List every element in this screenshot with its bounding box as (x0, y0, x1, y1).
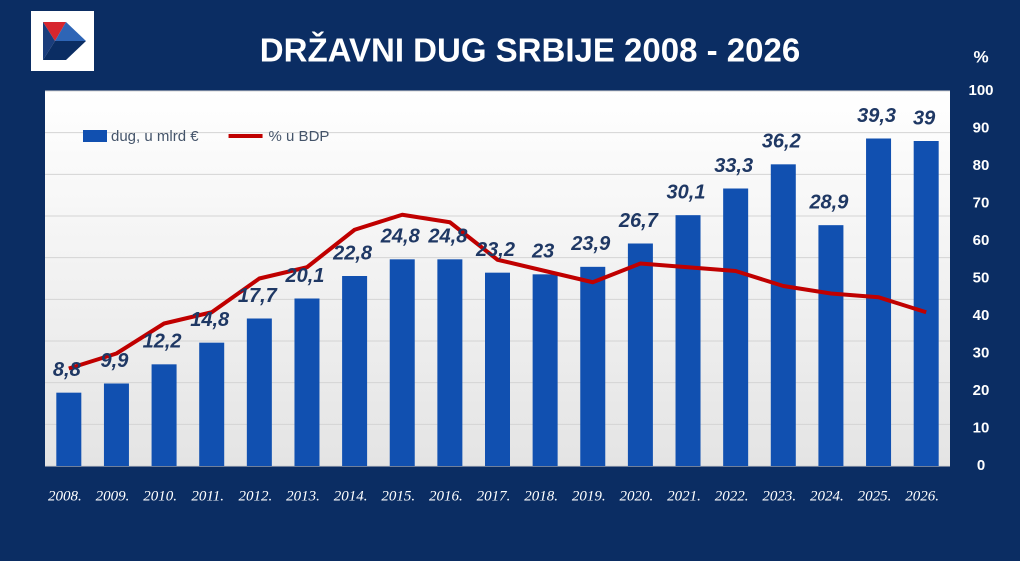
data-label: 23 (531, 241, 554, 263)
bar (342, 276, 368, 466)
data-label: 39 (913, 107, 936, 129)
y2-tick-label: 50 (973, 269, 990, 286)
bar (56, 392, 82, 466)
bar (866, 138, 892, 466)
x-tick-label: 2015. (381, 488, 415, 504)
data-label: 20,1 (285, 265, 325, 287)
x-tick-label: 2010. (143, 488, 177, 504)
data-label: 33,3 (714, 155, 753, 177)
line (68, 212, 927, 371)
bar (532, 274, 558, 466)
x-tick-label: 2013. (286, 488, 320, 504)
x-tick-label: 2025. (858, 488, 892, 504)
x-tick-label: 2014. (334, 488, 368, 504)
y2-tick-label: 70 (973, 194, 990, 211)
y2-tick-label: 80 (973, 157, 990, 174)
data-label: 24,8 (427, 226, 468, 248)
y2-tick-label: 30 (973, 344, 990, 361)
data-label: 39,3 (857, 105, 896, 127)
x-tick-label: 2022. (715, 488, 749, 504)
legend-label: % u BDP (269, 128, 330, 145)
x-tick-label: 2018. (524, 488, 558, 504)
x-tick-label: 2017. (477, 488, 511, 504)
y2-tick-label: 90 (973, 119, 990, 136)
bar (103, 383, 129, 466)
y2-tick-label: 0 (977, 457, 985, 474)
data-label: 17,7 (238, 285, 278, 307)
data-label: 23,2 (475, 239, 515, 261)
y2-tick-label: 100 (968, 82, 993, 99)
y2-axis-label: % (973, 47, 988, 66)
bar (389, 259, 415, 466)
x-tick-label: 2020. (620, 488, 654, 504)
x-tick-label: 2019. (572, 488, 606, 504)
legend-label: dug, u mlrd € (111, 128, 199, 145)
x-tick-label: 2026. (905, 488, 939, 504)
y2-tick-label: 20 (973, 382, 990, 399)
y2-tick-label: 10 (973, 419, 990, 436)
bar (199, 342, 225, 466)
data-label: 26,7 (618, 210, 659, 232)
bar (627, 243, 653, 466)
x-tick-label: 2023. (762, 488, 796, 504)
bar (294, 298, 320, 466)
logo (31, 11, 94, 71)
chart-title: DRŽAVNI DUG SRBIJE 2008 - 2026 (260, 32, 800, 69)
data-label: 24,8 (380, 226, 421, 248)
data-label: 22,8 (332, 242, 373, 264)
bar (818, 225, 844, 466)
bar (437, 259, 463, 466)
bar (675, 215, 701, 466)
x-tick-label: 2012. (238, 488, 272, 504)
bar (723, 188, 749, 466)
bar (151, 364, 177, 466)
data-label: 14,8 (190, 309, 230, 331)
data-label: 8,8 (53, 359, 82, 381)
data-label: 36,2 (762, 131, 801, 153)
data-label: 9,9 (101, 350, 130, 372)
x-tick-label: 2021. (667, 488, 701, 504)
bar (485, 272, 510, 466)
x-tick-label: 2016. (429, 488, 463, 504)
bar (770, 164, 796, 467)
y2-tick-label: 40 (973, 307, 990, 324)
bar (246, 318, 272, 466)
data-label: 28,9 (808, 191, 849, 213)
x-tick-label: 2009. (96, 488, 130, 504)
bar (913, 141, 939, 466)
x-tick-label: 2024. (810, 488, 844, 504)
data-label: 30,1 (667, 181, 706, 203)
y2-tick-label: 60 (973, 232, 990, 249)
x-tick-label: 2008. (48, 488, 82, 504)
data-label: 23,9 (570, 233, 611, 255)
x-tick-label: 2011. (191, 488, 224, 504)
bar (580, 266, 606, 466)
data-label: 12,2 (143, 331, 182, 353)
legend-swatch (83, 130, 107, 142)
